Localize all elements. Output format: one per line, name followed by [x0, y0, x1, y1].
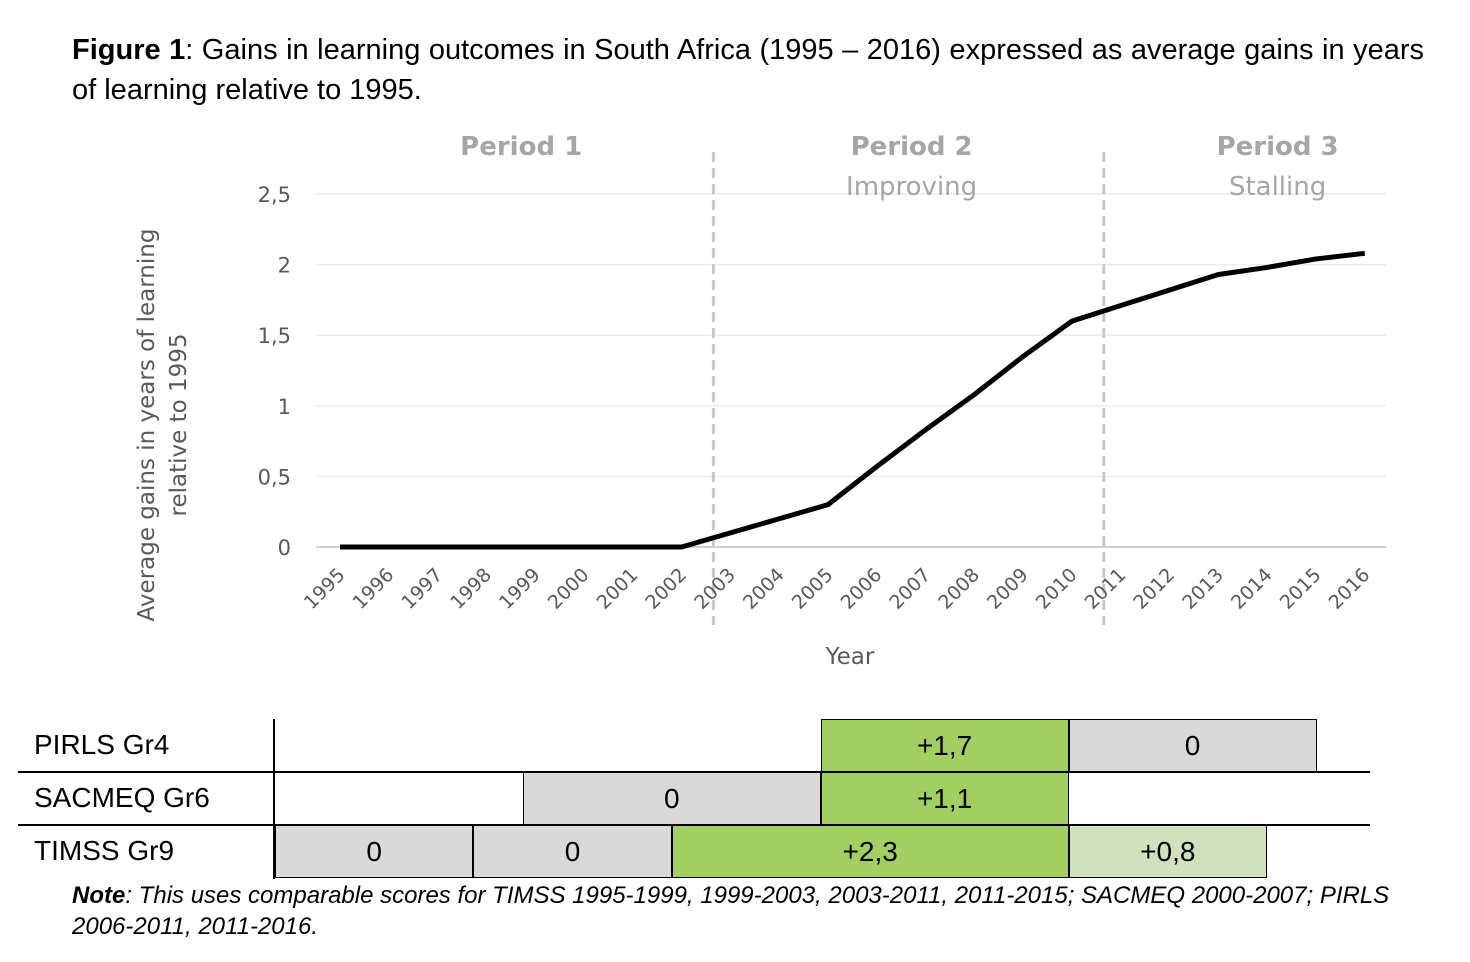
x-tick-label: 2014: [1227, 564, 1277, 614]
line-chart: 00,511,522,5 1995 1996 1997 1998 1999 2000 200…: [134, 132, 1386, 670]
y-tick-label: 1,5: [258, 324, 291, 348]
gain-cell: +2,3: [671, 825, 1069, 878]
x-tick-label: 2005: [788, 564, 838, 614]
x-axis-title: Year: [825, 644, 875, 670]
gain-cell: +0,8: [1068, 825, 1267, 878]
x-tick-label: 2009: [983, 564, 1033, 614]
period-subtitle: Improving: [846, 172, 977, 202]
series-lines: [340, 250, 1366, 550]
period-title: Period 3: [1217, 132, 1339, 162]
period-title: Period 1: [460, 132, 582, 162]
x-tick-label: 2006: [837, 564, 887, 614]
x-tick-label: 2010: [1032, 564, 1082, 614]
y-axis-ticks: 0 0,5 1 1,5 2 2,5: [258, 183, 291, 560]
series-line: [340, 250, 1366, 550]
x-tick-label: 2004: [739, 564, 789, 614]
x-tick-label: 2008: [934, 564, 984, 614]
x-tick-label: 2007: [885, 564, 935, 614]
y-tick-label: 2: [278, 254, 291, 278]
table-divider: [273, 719, 275, 879]
y-axis-title: Average gains in years of learning relati…: [134, 229, 192, 622]
period-subtitle: Stalling: [1229, 172, 1326, 202]
gain-cell: 0: [275, 825, 474, 878]
x-tick-label: 2001: [593, 564, 643, 614]
gridlines: [316, 193, 1386, 548]
y-axis-title-line: Average gains in years of learning: [134, 229, 160, 622]
gain-value: 0: [1184, 729, 1201, 761]
x-tick-label: 2002: [641, 564, 691, 614]
gain-value: 0: [564, 835, 581, 867]
x-tick-label: 1997: [397, 564, 447, 614]
figure-caption-text: : Gains in learning outcomes in South Af…: [72, 34, 1424, 106]
x-tick-label: 2000: [544, 564, 594, 614]
gain-value: +1,1: [916, 782, 973, 814]
x-tick-label: 1996: [349, 564, 399, 614]
gain-cell: 0: [1068, 719, 1317, 772]
table-row-label: TIMSS Gr9: [34, 835, 175, 866]
y-tick-label: 0,5: [258, 465, 291, 489]
x-tick-label: 1995: [300, 564, 350, 614]
period-labels: Period 1 Period 2 Improving Period 3 Stallin…: [460, 132, 1338, 202]
x-tick-label: 1998: [446, 564, 496, 614]
table-row-label: PIRLS Gr4: [34, 729, 170, 760]
period-dividers: [711, 152, 1106, 625]
gain-cell: 0: [523, 772, 821, 825]
gain-value: 0: [664, 782, 680, 814]
x-tick-label: 1999: [495, 564, 545, 614]
y-axis-title-line: relative to 1995: [166, 333, 192, 516]
y-tick-label: 0: [278, 536, 291, 560]
gain-value: 0: [366, 835, 382, 867]
x-axis-ticks: 1995 1996 1997 1998 1999 2000 2001 2002 2003 2004…: [300, 564, 1375, 614]
gain-cell: +1,1: [820, 772, 1069, 825]
figure-label: Figure 1: [72, 34, 186, 66]
gain-value: +0,8: [1140, 835, 1196, 867]
x-tick-label: 2003: [690, 564, 740, 614]
x-tick-label: 2013: [1178, 564, 1228, 614]
x-tick-label: 2012: [1129, 564, 1179, 614]
gain-cell: 0: [473, 825, 672, 878]
note-text: : This uses comparable scores for TIMSS …: [72, 882, 1390, 940]
x-tick-label: 2011: [1081, 564, 1131, 614]
table-row-label: SACMEQ Gr6: [34, 782, 210, 813]
gain-cell: +1,7: [820, 719, 1069, 772]
gain-value: +1,7: [916, 729, 973, 761]
y-tick-label: 1: [278, 395, 291, 419]
note-label: Note: [72, 882, 126, 909]
x-tick-label: 2015: [1276, 564, 1326, 614]
period-title: Period 2: [851, 132, 973, 162]
x-tick-label: 2016: [1325, 564, 1375, 614]
y-tick-label: 2,5: [258, 183, 291, 207]
note: Note: This uses comparable scores for TI…: [72, 880, 1424, 942]
gain-value: +2,3: [842, 835, 898, 867]
figure-caption: Figure 1: Gains in learning outcomes in …: [72, 30, 1424, 110]
